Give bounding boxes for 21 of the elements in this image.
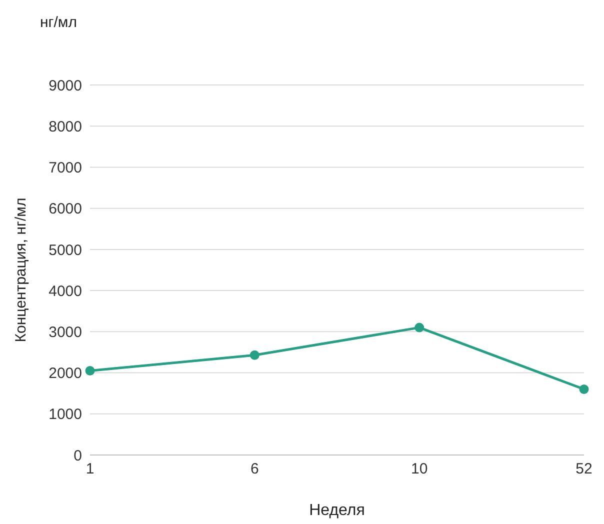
point (414, 322, 424, 332)
y-tick-label: 7000 (48, 160, 82, 177)
x-tick-label: 52 (576, 460, 592, 478)
point (85, 366, 95, 376)
y-tick-label: 5000 (48, 242, 82, 259)
point (250, 350, 260, 360)
y-tick-label: 4000 (48, 282, 82, 300)
text: нг/мл (40, 14, 77, 31)
point (579, 384, 589, 394)
y-tick-label: 0 (74, 447, 82, 464)
x-tick-label: 10 (410, 460, 428, 478)
y-axis-title: Концентрация, нг/мл (12, 198, 30, 342)
x-axis-title: Неделя (309, 502, 365, 519)
x-tick-label: 1 (86, 460, 94, 478)
y-tick-label: 3000 (48, 324, 82, 341)
y-tick-label: 9000 (48, 77, 82, 94)
y-tick-label: 2000 (48, 365, 82, 382)
y-tick-label: 6000 (48, 200, 82, 218)
y-tick-label: 1000 (48, 406, 82, 424)
x-tick-label: 6 (250, 460, 259, 478)
y-tick-label: 8000 (48, 118, 82, 136)
